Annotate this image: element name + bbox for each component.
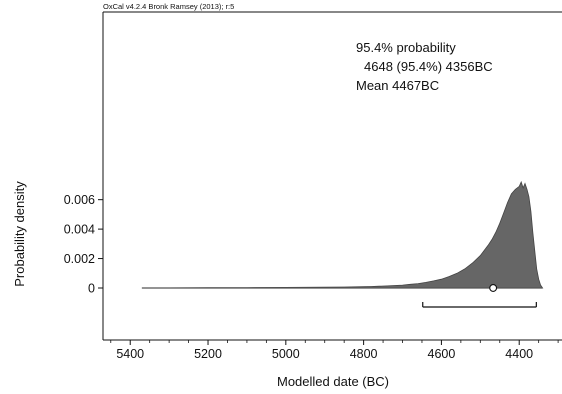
x-ticks: 5400 5200 5000 4800 4600 4400 [110, 340, 559, 361]
chart-header: OxCal v4.2.4 Bronk Ramsey (2013); r:5 [103, 2, 234, 11]
annotation-range: 4648 (95.4%) 4356BC [364, 59, 493, 74]
x-tick-label: 5200 [194, 347, 222, 361]
y-axis-label: Probability density [12, 181, 27, 287]
y-tick-label: 0.006 [64, 193, 95, 207]
mean-marker [489, 284, 498, 292]
x-axis-label: Modelled date (BC) [277, 374, 389, 389]
x-tick-label: 4600 [428, 347, 456, 361]
x-tick-label: 4400 [505, 347, 533, 361]
y-tick-label: 0.002 [64, 252, 95, 266]
x-tick-label: 4800 [350, 347, 378, 361]
annotation-probability: 95.4% probability [356, 40, 456, 55]
y-ticks: 0.006 0.004 0.002 0 [64, 193, 103, 296]
y-tick-label: 0.004 [64, 223, 95, 237]
y-tick-label: 0 [88, 282, 95, 296]
x-tick-label: 5400 [116, 347, 144, 361]
posterior-density [141, 180, 544, 289]
range-overlay [422, 284, 537, 308]
annotation-mean: Mean 4467BC [356, 78, 439, 93]
density-area [141, 180, 544, 289]
x-tick-label: 5000 [272, 347, 300, 361]
